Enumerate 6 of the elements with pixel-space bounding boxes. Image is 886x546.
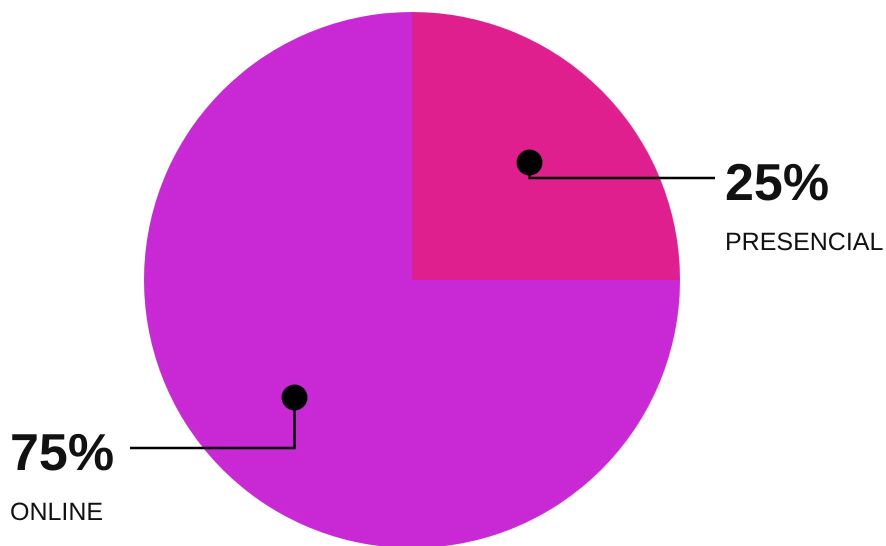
data-label: 25% (725, 154, 830, 212)
slice-label: ONLINE (10, 498, 104, 526)
pie-slice (144, 12, 680, 546)
slice-label: PRESENCIAL (725, 228, 884, 256)
pie-slice (412, 12, 680, 280)
data-label: 75% (10, 424, 114, 482)
